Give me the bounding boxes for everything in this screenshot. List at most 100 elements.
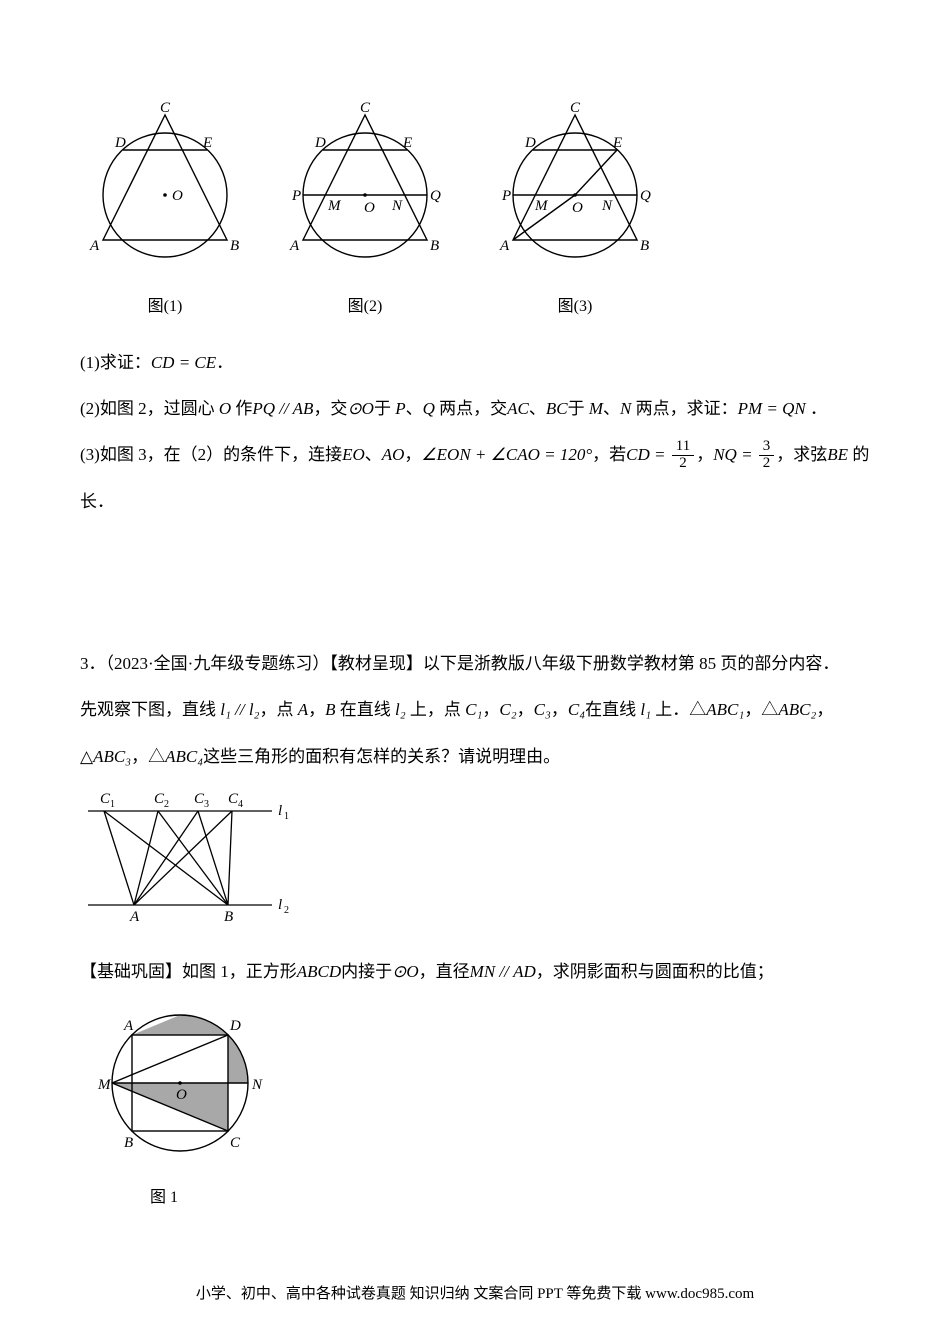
problem-3: 3．（2023·全国·九年级专题练习）【教材呈现】以下是浙教版八年级下册数学教材… bbox=[80, 648, 870, 1213]
q3-t2: 、 bbox=[365, 439, 382, 471]
q2-circ: ⊙O bbox=[347, 393, 374, 425]
q2-Q: Q bbox=[423, 393, 435, 425]
svg-text:D: D bbox=[229, 1018, 241, 1034]
svg-text:l: l bbox=[278, 803, 282, 819]
p3-heading: 3．（2023·全国·九年级专题练习）【教材呈现】以下是浙教版八年级下册数学教材… bbox=[80, 648, 870, 680]
q3-nq-den: 2 bbox=[759, 456, 775, 472]
q2-t2: 作 bbox=[231, 393, 252, 425]
svg-text:1: 1 bbox=[284, 811, 289, 822]
q2-BC: BC bbox=[546, 393, 568, 425]
svg-text:B: B bbox=[224, 909, 233, 925]
svg-text:B: B bbox=[640, 238, 649, 254]
svg-text:E: E bbox=[202, 135, 212, 151]
p3-c2c: ， bbox=[517, 694, 534, 726]
q3-nq-lhs: NQ = bbox=[713, 439, 757, 471]
svg-text:C: C bbox=[160, 100, 171, 116]
q2-t4: 于 bbox=[374, 393, 395, 425]
circle-diagram: A D M N B C O 图 1 bbox=[80, 997, 870, 1214]
figures-row: C D E O A B 图(1) C D E P Q M O N A B 图(2… bbox=[80, 100, 870, 323]
q3-EO: EO bbox=[342, 439, 365, 471]
q3-t4: ，若 bbox=[592, 439, 626, 471]
q3-cd-num: 11 bbox=[672, 439, 694, 456]
q3-nq-frac: 3 2 bbox=[759, 439, 775, 472]
svg-text:O: O bbox=[572, 200, 583, 216]
p3-l1f: 在直线 bbox=[585, 694, 640, 726]
svg-text:M: M bbox=[534, 198, 549, 214]
p3-l1a: 先观察下图，直线 bbox=[80, 694, 220, 726]
svg-text:N: N bbox=[251, 1077, 263, 1093]
p3-l1h: ，△ bbox=[744, 694, 778, 726]
triangle-svg: C1 C2 C3 C4 l1 l2 A B bbox=[80, 787, 300, 927]
gap bbox=[80, 532, 870, 642]
p3-C3: C₃ bbox=[534, 694, 551, 726]
svg-text:N: N bbox=[391, 198, 403, 214]
q2-math2: PM = QN bbox=[738, 393, 806, 425]
svg-text:M: M bbox=[327, 198, 342, 214]
p3-l2a: △ bbox=[80, 741, 93, 773]
p3-l1i: ， bbox=[816, 694, 833, 726]
q2-t5: 、 bbox=[406, 393, 423, 425]
q2-t11: ． bbox=[806, 393, 827, 425]
bp-t2: 内接于 bbox=[341, 956, 392, 988]
q1-prefix: (1)求证： bbox=[80, 347, 151, 379]
p3-l1b: ，点 bbox=[259, 694, 297, 726]
svg-text:D: D bbox=[114, 135, 126, 151]
svg-text:B: B bbox=[430, 238, 439, 254]
figure-3-svg: C D E P Q M O N A B bbox=[480, 100, 670, 275]
q3-angle: ∠EON + ∠CAO = 120° bbox=[421, 439, 592, 471]
figure-1-caption: 图(1) bbox=[80, 292, 250, 322]
figure-2: C D E P Q M O N A B 图(2) bbox=[270, 100, 460, 323]
q2-math1: PQ // AB bbox=[252, 393, 313, 425]
svg-text:N: N bbox=[601, 198, 613, 214]
q1-math: CD = CE bbox=[151, 347, 216, 379]
svg-text:2: 2 bbox=[284, 905, 289, 916]
q2-t3: ，交 bbox=[313, 393, 347, 425]
figure-1-svg: C D E O A B bbox=[80, 100, 250, 275]
svg-text:O: O bbox=[172, 188, 183, 204]
svg-text:E: E bbox=[402, 135, 412, 151]
svg-text:D: D bbox=[314, 135, 326, 151]
figure-3-caption: 图(3) bbox=[480, 292, 670, 322]
p3-C4: C₄ bbox=[568, 694, 585, 726]
p3-ABC3: ABC₃ bbox=[93, 741, 131, 773]
q2-AC: AC bbox=[507, 393, 529, 425]
circle-caption: 图 1 bbox=[80, 1183, 870, 1213]
q2-O: O bbox=[219, 393, 231, 425]
svg-text:Q: Q bbox=[430, 188, 441, 204]
p3-l2b: ，△ bbox=[131, 741, 165, 773]
p3-line2: △ ABC₃ ，△ ABC₄ 这些三角形的面积有怎样的关系？请说明理由。 bbox=[80, 741, 870, 773]
q2-t7: 、 bbox=[529, 393, 546, 425]
bp-MN: MN bbox=[470, 956, 496, 988]
bp-AD: AD bbox=[513, 956, 536, 988]
q2-t8: 于 bbox=[568, 393, 589, 425]
question-2: (2)如图 2，过圆心 O 作 PQ // AB ，交 ⊙O 于 P 、 Q 两… bbox=[80, 393, 870, 425]
svg-text:P: P bbox=[291, 188, 301, 204]
q3-t3: ， bbox=[404, 439, 421, 471]
svg-text:l: l bbox=[278, 897, 282, 913]
q3-cd-lhs: CD = bbox=[626, 439, 670, 471]
q2-P: P bbox=[395, 393, 405, 425]
bp-circ: ⊙O bbox=[392, 956, 419, 988]
q3-line2: 长． bbox=[80, 486, 114, 518]
svg-text:Q: Q bbox=[640, 188, 651, 204]
q3-t7: 的 bbox=[848, 439, 869, 471]
bp-t5: ，求阴影面积与圆面积的比值； bbox=[536, 956, 774, 988]
p3-l1g: 上．△ bbox=[651, 694, 706, 726]
figure-2-svg: C D E P Q M O N A B bbox=[270, 100, 460, 275]
svg-text:B: B bbox=[230, 238, 239, 254]
circle-svg: A D M N B C O bbox=[80, 997, 280, 1172]
p3-c3c: ， bbox=[551, 694, 568, 726]
bp-t3: ，直径 bbox=[419, 956, 470, 988]
q3-t6: ，求弦 bbox=[776, 439, 827, 471]
q2-M: M bbox=[589, 393, 603, 425]
svg-text:A: A bbox=[123, 1018, 134, 1034]
q3-cd-frac: 11 2 bbox=[672, 439, 694, 472]
p3-c1c: ， bbox=[482, 694, 499, 726]
p3-l1e: 上，点 bbox=[406, 694, 466, 726]
svg-text:C: C bbox=[360, 100, 371, 116]
q2-t10: 两点，求证： bbox=[631, 393, 737, 425]
figure-3: C D E P Q M O N A B 图(3) bbox=[480, 100, 670, 323]
q3-nq-num: 3 bbox=[759, 439, 775, 456]
svg-text:B: B bbox=[124, 1135, 133, 1151]
q3-t5: ， bbox=[696, 439, 713, 471]
